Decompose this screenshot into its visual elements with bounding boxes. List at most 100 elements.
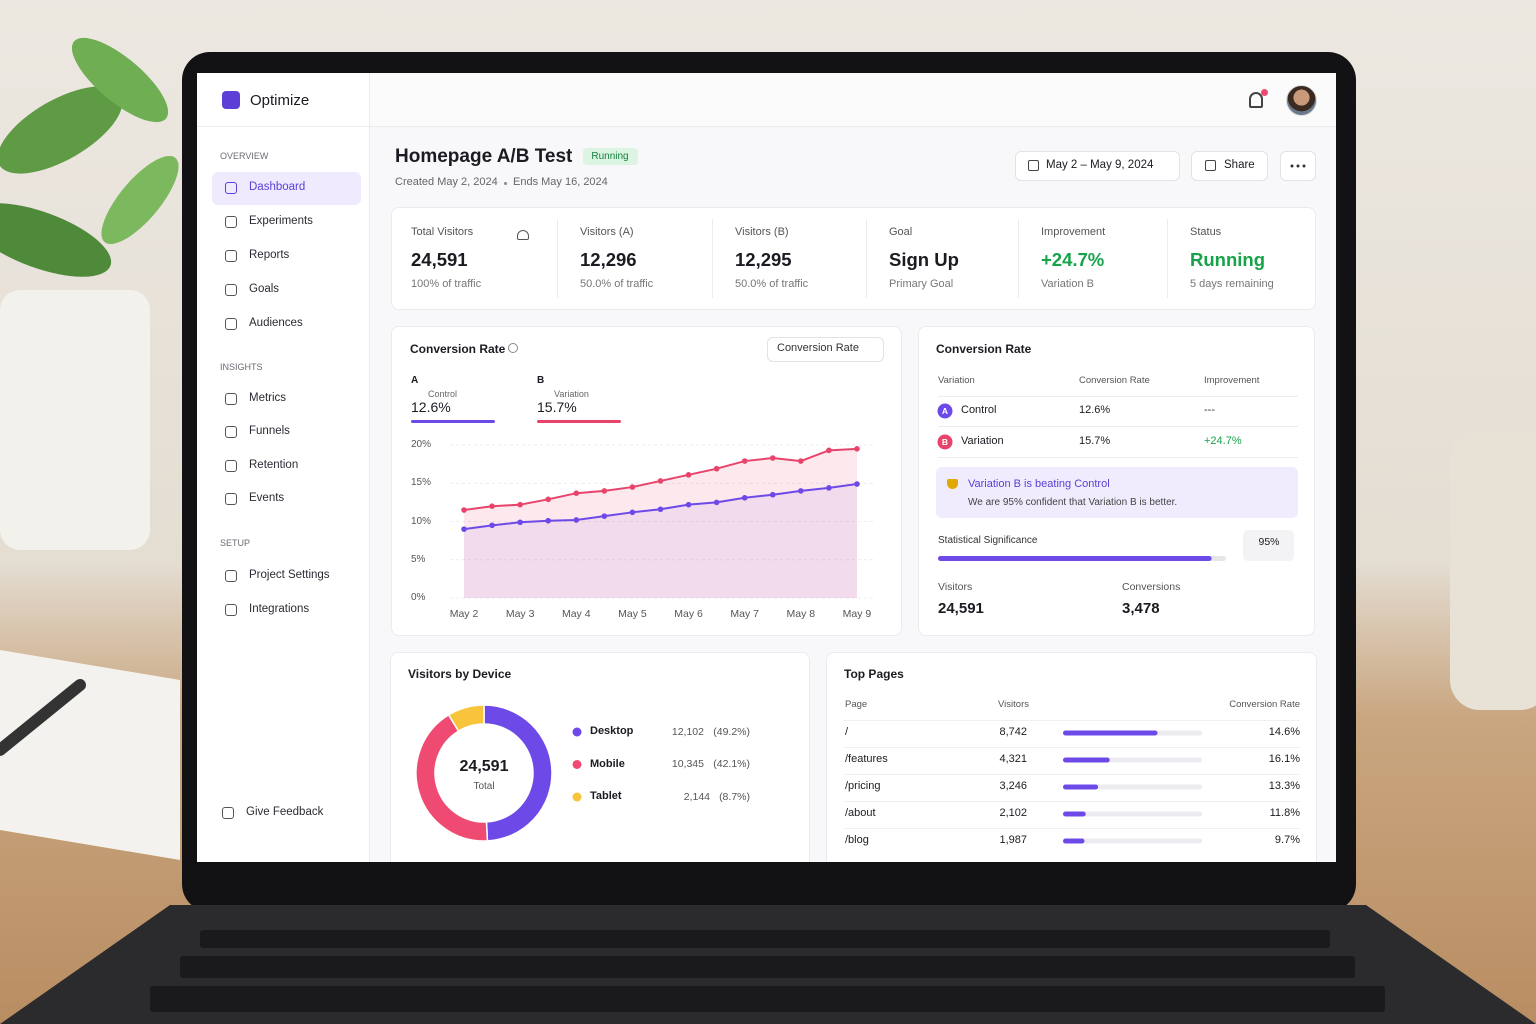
leaf xyxy=(0,86,123,174)
data-point xyxy=(489,522,495,529)
variation-letter: B xyxy=(941,436,949,447)
table-header: Page xyxy=(845,699,868,711)
data-point xyxy=(854,481,860,487)
bar xyxy=(1063,784,1099,790)
stat-label: Visitors (A) xyxy=(580,226,634,239)
nav-item[interactable]: Audiences xyxy=(249,317,303,330)
nav-item[interactable]: Experiments xyxy=(249,215,313,228)
donut-total-label: Total xyxy=(473,781,495,792)
pen xyxy=(0,679,86,756)
chart-title: Conversion Rate xyxy=(410,341,506,356)
legend-dot xyxy=(572,792,582,802)
stat-divider xyxy=(557,219,558,298)
date-range-text[interactable]: May 2 – May 9, 2024 xyxy=(1046,159,1154,172)
nav-item[interactable]: Events xyxy=(249,492,285,505)
nav-item[interactable]: Integrations xyxy=(249,603,310,616)
nav-item[interactable]: Retention xyxy=(249,459,299,472)
created-date: Created May 2, 2024 xyxy=(395,176,498,189)
nav-item[interactable]: Dashboard xyxy=(249,181,306,194)
nav-item[interactable]: Reports xyxy=(249,249,290,262)
stat-sub: Variation B xyxy=(1041,278,1094,291)
nav-icon xyxy=(225,393,237,405)
page-rate: 11.8% xyxy=(1269,807,1300,820)
legend-letter: A xyxy=(411,375,419,386)
calendar-icon xyxy=(1028,160,1039,171)
nav-icon xyxy=(225,216,237,228)
legend-value: 12.6% xyxy=(411,398,451,415)
data-point xyxy=(545,496,552,503)
table-row-line xyxy=(844,801,1300,802)
nav-icon xyxy=(225,460,237,472)
stat-value: 12,295 xyxy=(735,248,792,270)
page-path: /features xyxy=(845,753,888,766)
share-text[interactable]: Share xyxy=(1224,159,1255,172)
page-visitors: 3,246 xyxy=(999,780,1027,793)
bar-track xyxy=(1063,811,1202,817)
page-path: /pricing xyxy=(845,780,881,793)
variation-badge xyxy=(937,434,953,450)
nav-item[interactable]: Project Settings xyxy=(249,569,330,582)
device-share: (42.1%) xyxy=(713,758,750,771)
data-point xyxy=(461,526,467,532)
donut-segment xyxy=(447,704,485,733)
legend-underline xyxy=(537,420,621,423)
variation-name: Control xyxy=(961,404,997,417)
page-visitors: 4,321 xyxy=(999,753,1027,766)
legend-value: 15.7% xyxy=(537,398,577,415)
share-button[interactable] xyxy=(1191,151,1268,181)
stat-label: Improvement xyxy=(1041,226,1106,239)
nav-icon xyxy=(225,250,237,262)
page-visitors: 1,987 xyxy=(999,834,1027,847)
nav-section-title: INSIGHTS xyxy=(220,361,263,372)
stat-divider xyxy=(1167,219,1168,298)
stat-sub: 50.0% of traffic xyxy=(580,278,654,291)
y-tick-label: 10% xyxy=(411,515,432,527)
table-row-line xyxy=(938,426,1298,427)
nav-icon xyxy=(225,284,237,296)
data-point xyxy=(657,478,664,484)
variation-letter: A xyxy=(941,405,949,416)
data-point xyxy=(685,472,692,478)
significance-bar xyxy=(938,556,1212,561)
page-path: /blog xyxy=(845,834,869,847)
page-rate: 13.3% xyxy=(1268,780,1300,793)
metric-dropdown[interactable] xyxy=(767,337,884,362)
leaf xyxy=(71,37,169,123)
nav-icon xyxy=(225,318,237,330)
callout-title: Variation B is beating Control xyxy=(968,478,1110,491)
date-range-button[interactable] xyxy=(1015,151,1180,181)
nav-icon xyxy=(225,182,237,194)
nav-item[interactable]: Give Feedback xyxy=(246,806,324,819)
legend-dot xyxy=(572,727,582,737)
nav-item[interactable]: Metrics xyxy=(249,392,287,405)
table-header: Variation xyxy=(938,375,975,387)
data-point xyxy=(461,507,467,513)
visitors-value: 24,591 xyxy=(938,600,984,617)
device-visitors: 2,144 xyxy=(683,790,710,803)
stat-value: +24.7% xyxy=(1041,248,1105,270)
help-icon xyxy=(508,343,518,353)
legend-underline xyxy=(411,420,495,423)
share-icon xyxy=(1205,160,1216,171)
page-rate: 14.6% xyxy=(1268,726,1300,739)
stat-value: 12,296 xyxy=(580,248,637,270)
visitors-icon xyxy=(517,230,529,240)
table-header: Conversion Rate xyxy=(1079,375,1150,387)
avatar[interactable] xyxy=(1286,85,1317,116)
chart-card xyxy=(391,326,902,636)
data-point xyxy=(685,501,692,508)
data-point xyxy=(798,458,804,464)
stat-sub: 100% of traffic xyxy=(411,278,482,291)
nav-item[interactable]: Goals xyxy=(249,283,280,296)
nav-item[interactable]: Funnels xyxy=(249,425,290,438)
table-row-line xyxy=(938,457,1298,458)
dropdown-text[interactable]: Conversion Rate xyxy=(777,342,859,355)
pages-title: Top Pages xyxy=(844,666,904,681)
notification-dot xyxy=(1261,89,1268,96)
data-point xyxy=(629,509,636,516)
status-badge-text: Running xyxy=(591,151,629,162)
significance-value: 95% xyxy=(1258,535,1280,548)
variation-rate: 12.6% xyxy=(1079,404,1111,417)
bar-track xyxy=(1063,838,1202,844)
page-rate: 9.7% xyxy=(1274,834,1300,847)
